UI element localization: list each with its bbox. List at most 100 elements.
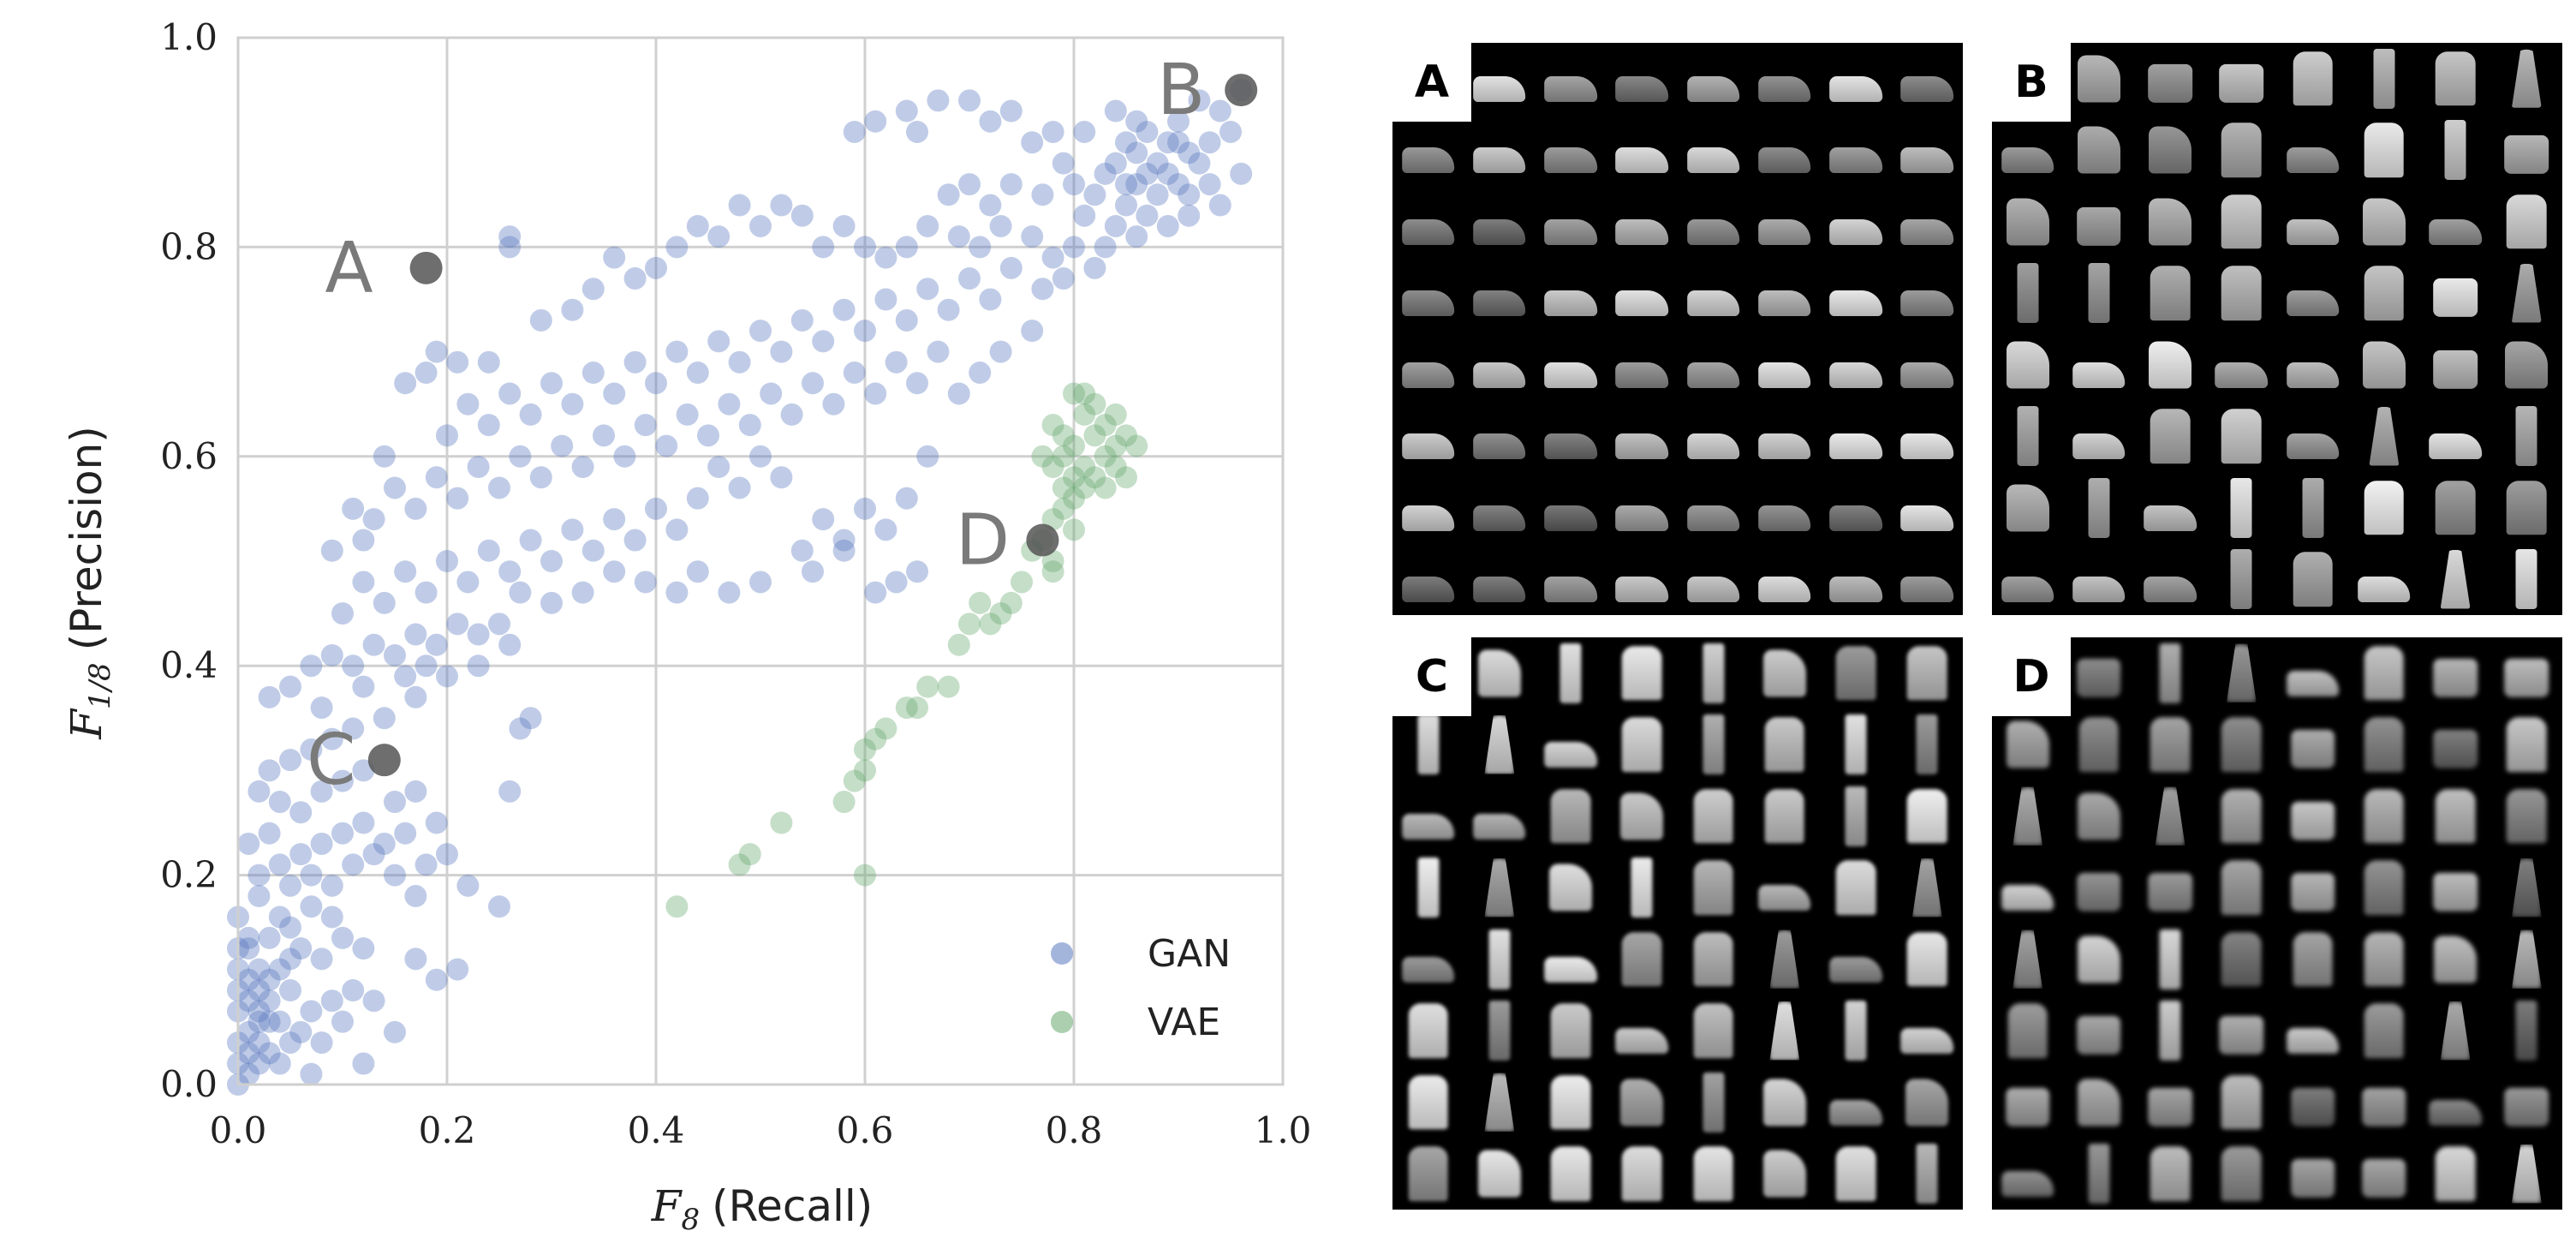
sample-image [1678,258,1749,330]
data-point-gan [634,414,657,437]
pants-sample [1488,1001,1511,1061]
sample-image [2348,544,2419,616]
boot-sample [2149,126,2192,174]
data-point-gan [352,1052,375,1075]
sample-image [1607,1067,1678,1138]
data-point-gan [456,571,480,594]
sample-image [2206,923,2277,995]
sample-image [2135,115,2206,187]
boot-sample [2149,198,2192,246]
sample-image [1607,923,1678,995]
data-point-gan [414,654,438,678]
sample-image [2135,186,2206,258]
sample-image [2491,329,2562,401]
data-point-gan [749,571,772,594]
data-point-gan [1198,173,1221,196]
x-axis-sub: 8 [681,1203,700,1237]
data-point-gan [676,403,699,426]
shirt-sample [2221,789,2262,844]
pants-sample [2159,1001,2181,1061]
data-point-gan [247,979,271,1002]
data-point-gan [874,518,897,541]
data-point-gan [697,424,719,447]
dress-sample [2511,49,2542,108]
data-point-gan [1156,214,1179,237]
pants-sample [1702,642,1725,703]
data-point-gan [571,581,594,604]
shoe-sample [1401,362,1455,388]
data-point-gan [1083,183,1106,206]
shirt-sample [2293,51,2333,106]
panel-b-sample-grid [1992,43,2562,615]
shirt-sample [1764,717,1805,772]
sample-panel-c: C [1392,637,1963,1210]
data-point-gan [498,382,522,405]
shoe-sample [1615,362,1669,388]
data-point-gan [613,445,636,468]
data-point-gan [279,979,301,1002]
sample-image [2491,1138,2562,1210]
shirt-sample [2364,123,2405,177]
sample-image [1992,115,2063,187]
shirt-sample [1622,646,1662,701]
y-axis-text: (Precision) [62,426,111,650]
data-point-vae [937,675,960,698]
sample-image [1607,115,1678,187]
sample-image [2491,995,2562,1067]
sample-image [1607,852,1678,924]
shirt-sample [2221,860,2262,915]
data-point-vae [1031,445,1054,468]
dress-sample [1484,715,1515,774]
bag-sample [2005,1087,2050,1126]
sample-image [1821,472,1892,544]
boot-sample [2077,126,2120,174]
data-point-gan [529,308,552,332]
data-point-gan [414,581,438,604]
data-point-gan [373,591,396,614]
data-point-gan [279,947,301,971]
boot-sample [1762,1079,1806,1126]
data-point-gan [854,320,876,343]
shirt-sample [1835,1146,1876,1201]
boot-sample [1762,1150,1806,1198]
shoe-sample [1829,433,1882,460]
data-point-gan [581,278,605,301]
bag-sample [2433,658,2478,697]
boot-sample [2077,55,2120,103]
pants-sample [1916,1144,1938,1204]
data-point-gan [247,780,271,803]
data-point-gan [279,675,301,698]
shirt-sample [2221,123,2262,177]
sample-image [1535,258,1607,330]
shoe-sample [2072,577,2126,603]
data-point-gan [394,560,417,583]
sample-image [1749,186,1820,258]
pants-sample [1702,714,1725,775]
shirt-sample [2364,860,2405,915]
sample-image [1992,995,2063,1067]
sample-image [1607,43,1678,115]
shoe-sample [1829,1099,1882,1126]
data-point-gan [488,895,510,918]
shoe-sample [1758,147,1811,174]
x-tick-label: 1.0 [1255,1109,1312,1151]
boot-sample [2362,198,2406,246]
sample-image [2063,923,2134,995]
data-point-gan [1104,152,1127,175]
shoe-sample [1473,505,1526,531]
sample-image [1678,401,1749,473]
data-point-gan [320,539,343,562]
boot-sample [2077,935,2120,983]
shoe-sample [1615,505,1669,531]
sample-image [1607,637,1678,709]
sample-image [2206,852,2277,924]
sample-image [1392,544,1464,616]
data-point-gan [686,214,709,237]
data-point-gan [1219,120,1242,143]
data-point-gan [258,1042,281,1065]
data-point-gan [237,832,260,855]
pants-sample [1488,929,1511,989]
data-point-gan [999,99,1023,123]
y-axis-math: F [62,708,111,740]
data-point-gan [300,1000,323,1023]
